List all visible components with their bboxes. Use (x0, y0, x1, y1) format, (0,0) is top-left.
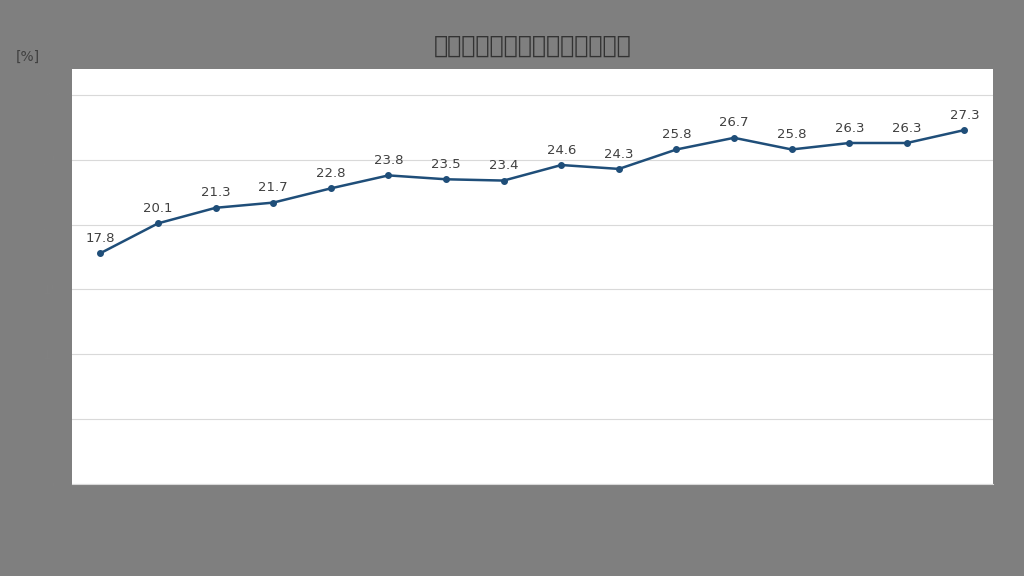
Text: [%]: [%] (15, 50, 40, 63)
Text: 20.1: 20.1 (143, 202, 173, 215)
Text: 26.3: 26.3 (892, 122, 922, 135)
Text: 22.8: 22.8 (316, 167, 346, 180)
食器洗い機の普及率（総世帯）　普及率 (498, 177, 510, 184)
Text: 26.3: 26.3 (835, 122, 864, 135)
Text: 25.8: 25.8 (777, 128, 807, 141)
Text: 23.4: 23.4 (488, 159, 518, 172)
Text: 23.5: 23.5 (431, 158, 461, 171)
Text: 21.7: 21.7 (258, 181, 288, 194)
食器洗い機の普及率（総世帯）　普及率 (785, 146, 798, 153)
Text: 24.6: 24.6 (547, 143, 575, 157)
Text: 26.7: 26.7 (719, 116, 749, 130)
食器洗い機の普及率（総世帯）　普及率 (267, 199, 280, 206)
Line: 食器洗い機の普及率（総世帯）　普及率: 食器洗い機の普及率（総世帯） 普及率 (97, 127, 968, 256)
食器洗い機の普及率（総世帯）　普及率 (382, 172, 394, 179)
Title: 食器洗い機の普及率（総世帯）: 食器洗い機の普及率（総世帯） (433, 33, 632, 58)
食器洗い機の普及率（総世帯）　普及率 (555, 162, 567, 169)
Text: 24.3: 24.3 (604, 147, 634, 161)
食器洗い機の普及率（総世帯）　普及率 (612, 165, 625, 172)
Text: 21.3: 21.3 (201, 187, 230, 199)
食器洗い機の普及率（総世帯）　普及率 (440, 176, 453, 183)
Text: 17.8: 17.8 (86, 232, 116, 245)
食器洗い機の普及率（総世帯）　普及率 (94, 250, 106, 257)
食器洗い機の普及率（総世帯）　普及率 (958, 127, 971, 134)
食器洗い機の普及率（総世帯）　普及率 (671, 146, 683, 153)
食器洗い機の普及率（総世帯）　普及率 (325, 185, 337, 192)
食器洗い機の普及率（総世帯）　普及率 (210, 204, 222, 211)
食器洗い機の普及率（総世帯）　普及率 (152, 220, 164, 227)
食器洗い機の普及率（総世帯）　普及率 (728, 134, 740, 141)
Text: 25.8: 25.8 (662, 128, 691, 141)
Text: 27.3: 27.3 (949, 109, 979, 122)
Text: 23.8: 23.8 (374, 154, 403, 167)
食器洗い機の普及率（総世帯）　普及率 (901, 139, 913, 146)
食器洗い機の普及率（総世帯）　普及率 (843, 139, 855, 146)
